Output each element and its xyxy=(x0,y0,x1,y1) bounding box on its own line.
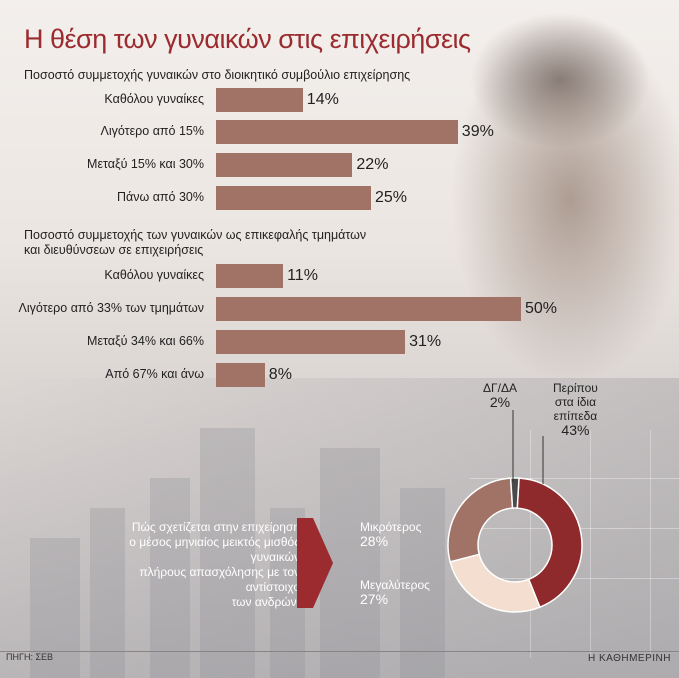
grid-line xyxy=(590,430,591,658)
section2-title-line1: Ποσοστό συμμετοχής των γυναικών ως επικε… xyxy=(24,228,367,242)
bar-category-label: Καθόλου γυναίκες xyxy=(104,268,204,282)
bar xyxy=(216,120,458,144)
bar-value-label: 25% xyxy=(375,189,408,206)
bar xyxy=(216,88,303,112)
bar-value-label: 39% xyxy=(461,123,494,140)
bar xyxy=(216,297,521,321)
smaller-value: 28% xyxy=(360,533,389,549)
section1-title: Ποσοστό συμμετοχής γυναικών στο διοικητι… xyxy=(24,68,411,82)
dg-leader-line xyxy=(512,410,514,482)
bar xyxy=(216,153,353,177)
bar xyxy=(216,186,371,210)
bar-category-label: Από 67% και άνω xyxy=(105,367,204,381)
donut-slice-bigger xyxy=(449,553,541,613)
page-title: Η θέση των γυναικών στις επιχειρήσεις xyxy=(24,24,471,54)
bar-category-label: Λιγότερο από 15% xyxy=(100,124,205,138)
same-line3: επίπεδα xyxy=(553,409,598,423)
salary-question-line1: Πώς σχετίζεται στην επιχείρηση xyxy=(131,520,300,534)
dg-value: 2% xyxy=(489,394,511,410)
same-leader-line xyxy=(542,436,544,484)
grid-line xyxy=(650,430,651,658)
arrow-icon xyxy=(297,518,333,608)
salary-question-line4: των ανδρών; xyxy=(231,595,300,609)
grid-line xyxy=(470,578,679,579)
bar-value-label: 22% xyxy=(356,156,389,173)
bar-category-label: Πάνω από 30% xyxy=(116,190,204,204)
publisher-name: Η ΚΑΘΗΜΕΡΙΝΗ xyxy=(587,653,671,664)
bar xyxy=(216,264,284,288)
donut-slice-same xyxy=(516,477,583,609)
bar xyxy=(216,363,265,387)
section2-title: Ποσοστό συμμετοχής των γυναικών ως επικε… xyxy=(24,228,366,258)
bar-category-label: Μεταξύ 34% και 66% xyxy=(87,334,204,348)
same-line1: Περίπου xyxy=(553,381,598,395)
bar-value-label: 8% xyxy=(268,366,292,383)
bar-category-label: Καθόλου γυναίκες xyxy=(104,92,204,106)
smaller-name: Μικρότερος xyxy=(360,520,422,534)
smaller-label: Μικρότερος 28% xyxy=(360,520,421,548)
dg-name: ΔΓ/ΔΑ xyxy=(483,381,517,395)
dg-label: ΔΓ/ΔΑ 2% xyxy=(483,381,517,409)
salary-question-line2: ο μέσος μηνιαίος μεικτός μισθός γυναικών xyxy=(129,535,300,564)
bar-value-label: 50% xyxy=(525,300,558,317)
bar xyxy=(216,330,406,354)
bar-value-label: 14% xyxy=(306,91,339,108)
donut-slice-smaller xyxy=(447,477,514,563)
same-label: Περίπου στα ίδια επίπεδα 43% xyxy=(553,381,598,437)
bar-value-label: 11% xyxy=(287,267,318,284)
arrow-shape xyxy=(297,518,333,608)
bar-category-label: Μεταξύ 15% και 30% xyxy=(87,157,204,171)
salary-question: Πώς σχετίζεται στην επιχείρηση ο μέσος μ… xyxy=(90,520,300,610)
section2-title-line2: και διευθύνσεων σε επιχειρήσεις xyxy=(24,243,204,257)
bar-value-label: 31% xyxy=(409,333,442,350)
bar-category-label: Λιγότερο από 33% των τμημάτων xyxy=(18,301,205,315)
salary-question-line3: πλήρους απασχόλησης με τον αντίστοιχο xyxy=(139,565,300,594)
grid-line xyxy=(530,430,531,658)
salary-donut-chart xyxy=(447,477,583,613)
same-value: 43% xyxy=(561,422,590,438)
grid-line xyxy=(470,478,679,479)
bigger-name: Μεγαλύτερος xyxy=(360,578,430,592)
bigger-label: Μεγαλύτερος 27% xyxy=(360,578,430,606)
source-note: ΠΗΓΗ: ΣΕΒ xyxy=(6,652,54,662)
bigger-value: 27% xyxy=(360,591,389,607)
same-line2: στα ίδια xyxy=(554,395,597,409)
footer-divider xyxy=(0,651,679,652)
